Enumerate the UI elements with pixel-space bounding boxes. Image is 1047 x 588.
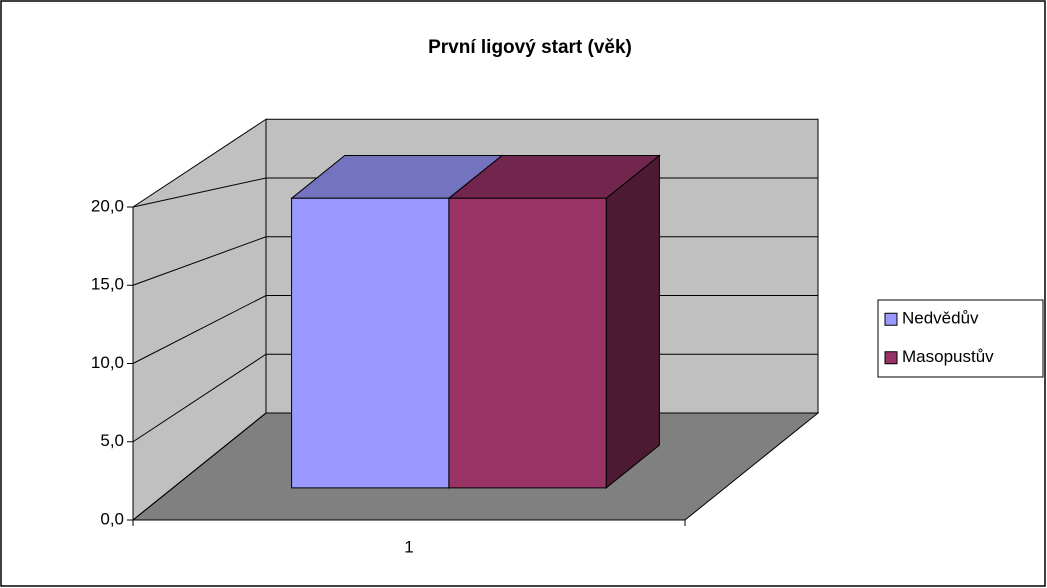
bar-front <box>291 197 450 489</box>
y-tick-label: 5,0 <box>100 431 124 450</box>
y-tick-label: 20,0 <box>91 196 124 215</box>
bar-front <box>448 197 607 489</box>
legend-swatch <box>884 351 898 365</box>
legend-label: Masopustův <box>902 347 994 366</box>
bar <box>447 154 661 489</box>
legend <box>877 299 1044 378</box>
y-tick-label: 15,0 <box>91 275 124 294</box>
y-tick-label: 0,0 <box>100 509 124 528</box>
chart-title: První ligový start (věk) <box>428 37 632 58</box>
x-tick-label: 1 <box>404 537 413 556</box>
bar-side <box>605 154 660 489</box>
y-tick-label: 10,0 <box>91 353 124 372</box>
legend-label: Nedvědův <box>902 309 979 328</box>
legend-swatch <box>884 312 898 326</box>
